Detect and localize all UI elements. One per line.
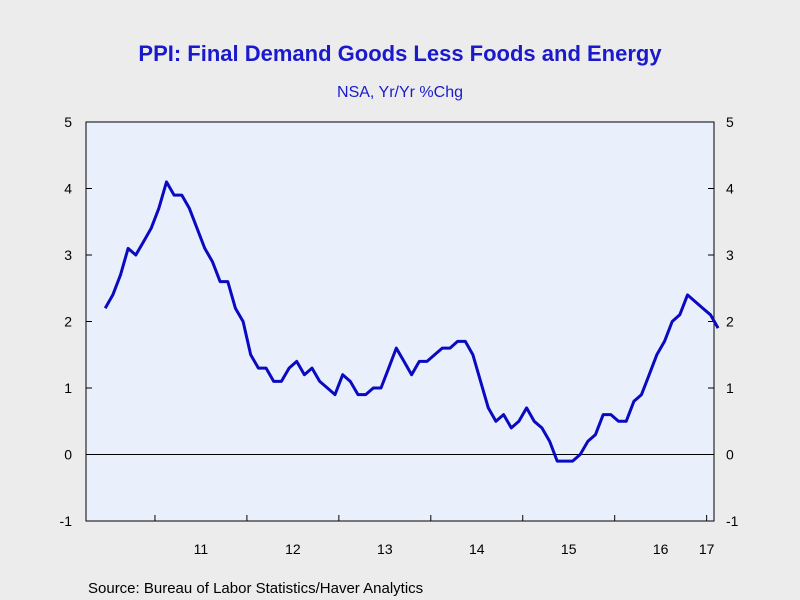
y-tick-label-left: 5 (64, 114, 72, 130)
source-note: Source: Bureau of Labor Statistics/Haver… (88, 580, 423, 597)
y-tick-label-left: 2 (64, 314, 72, 330)
y-tick-label-right: -1 (726, 513, 739, 529)
y-tick-label-right: 1 (726, 380, 734, 396)
axes: -1 -10 01 12 23 34 45 511 12 13 14 15 16 17 (60, 114, 739, 557)
x-tick-label: 15 (561, 541, 577, 557)
x-tick-label: 16 (653, 541, 669, 557)
y-tick-label-right: 5 (726, 114, 734, 130)
y-tick-label-left: 4 (64, 181, 72, 197)
y-tick-label-left: -1 (60, 513, 73, 529)
chart-title: PPI: Final Demand Goods Less Foods and E… (138, 41, 662, 66)
plot-area (85, 121, 715, 522)
y-tick-label-left: 3 (64, 247, 72, 263)
series-line (103, 180, 720, 463)
x-tick-label: 12 (285, 541, 301, 557)
y-tick-label-right: 3 (726, 247, 734, 263)
y-tick-label-right: 4 (726, 181, 734, 197)
x-tick-label: 17 (699, 541, 715, 557)
y-tick-label-right: 0 (726, 447, 734, 463)
y-tick-label-right: 2 (726, 314, 734, 330)
x-tick-label: 13 (377, 541, 393, 557)
x-tick-label: 14 (469, 541, 485, 557)
chart-subtitle: NSA, Yr/Yr %Chg (337, 84, 463, 101)
x-tick-label: 11 (194, 541, 209, 557)
y-tick-label-left: 1 (64, 380, 72, 396)
y-tick-label-left: 0 (64, 447, 72, 463)
